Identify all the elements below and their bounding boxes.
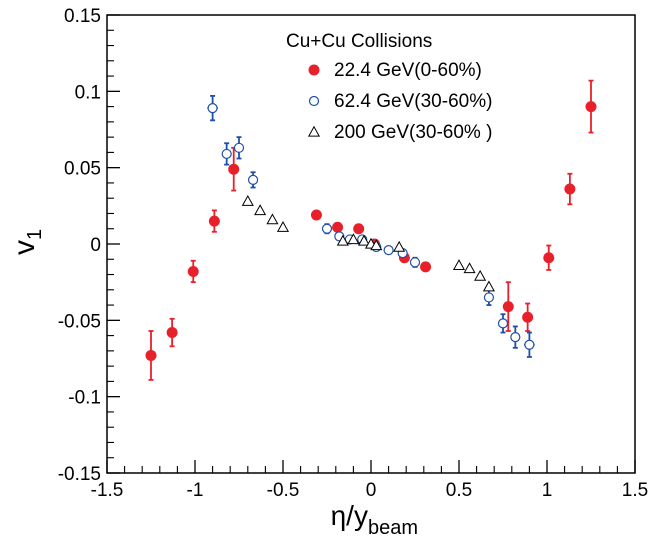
- x-tick-label: -1.5: [91, 480, 124, 501]
- data-point: [347, 233, 360, 245]
- legend-marker: [308, 64, 320, 76]
- ticks: [106, 14, 636, 474]
- x-tick-label: -1: [187, 480, 204, 501]
- data-point: [497, 318, 509, 329]
- data-point: [502, 301, 514, 313]
- x-tick-label: 1: [542, 480, 553, 501]
- x-tick-label: 0: [366, 480, 377, 501]
- data-point: [221, 148, 232, 160]
- legend: Cu+Cu Collisions 22.4 GeV(0-60%) 62.4 GeV(…: [286, 31, 492, 143]
- legend-title: Cu+Cu Collisions: [286, 31, 432, 52]
- data-point: [452, 259, 466, 271]
- data-point: [254, 204, 267, 216]
- data-point: [543, 252, 555, 264]
- legend-marker: [308, 95, 320, 107]
- y-axis-label: v1: [8, 229, 46, 255]
- data-point: [276, 220, 290, 232]
- data-point: [474, 269, 487, 281]
- data-point: [332, 221, 344, 233]
- data-point: [208, 215, 220, 227]
- legend-label: 62.4 GeV(30-60%): [334, 91, 492, 112]
- data-point: [524, 339, 535, 350]
- data-point: [187, 265, 199, 277]
- data-point: [145, 349, 157, 361]
- data-point: [241, 195, 254, 206]
- data-point: [510, 332, 521, 343]
- x-tick-label: 1.5: [622, 480, 648, 501]
- data-point: [585, 101, 597, 113]
- y-tick-label: -0.1: [68, 388, 101, 409]
- data-point: [266, 213, 279, 225]
- data-point: [336, 234, 349, 246]
- legend-label: 22.4 GeV(0-60%): [334, 60, 482, 81]
- y-tick-label: 0.1: [75, 82, 101, 103]
- data-marks: [145, 79, 597, 381]
- series-3: [241, 195, 495, 292]
- data-point: [393, 240, 406, 252]
- data-point: [483, 292, 495, 303]
- y-axis-label-sub: 1: [24, 229, 46, 240]
- x-axis-label: η/ybeam: [331, 500, 418, 539]
- data-point: [353, 223, 365, 235]
- data-point: [564, 183, 576, 195]
- x-tick-label: 0.5: [446, 480, 472, 501]
- x-tick-label: -0.5: [267, 480, 300, 501]
- y-tick-label: 0.15: [64, 6, 101, 27]
- tick-labels: -1.5 -1 -0.5 0 0.5 1 1.5 -0.15 -0.1 -0.05 0 0.05 0.1…: [58, 6, 649, 501]
- data-point: [310, 209, 322, 221]
- x-axis-label-sub: beam: [368, 517, 418, 539]
- y-tick-label: 0.05: [64, 159, 101, 180]
- data-point: [409, 257, 421, 268]
- data-point: [383, 245, 394, 256]
- data-point: [247, 174, 259, 185]
- x-axis-label-main: η/y: [331, 500, 368, 531]
- data-point: [228, 163, 240, 175]
- data-point: [522, 311, 534, 323]
- data-point: [166, 327, 178, 339]
- data-point: [420, 261, 432, 273]
- data-point: [357, 234, 371, 246]
- legend-marker: [307, 125, 321, 137]
- data-point: [321, 223, 333, 234]
- data-point: [233, 142, 245, 153]
- y-axis-label-main: v: [8, 240, 41, 255]
- y-tick-label: -0.15: [58, 464, 101, 485]
- data-point: [463, 262, 476, 274]
- y-tick-label: -0.05: [58, 311, 101, 332]
- data-point: [482, 280, 495, 292]
- legend-label: 200 GeV(30-60% ): [334, 122, 492, 143]
- y-tick-label: 0: [90, 235, 101, 256]
- data-point: [207, 103, 218, 114]
- data-point: [370, 239, 383, 251]
